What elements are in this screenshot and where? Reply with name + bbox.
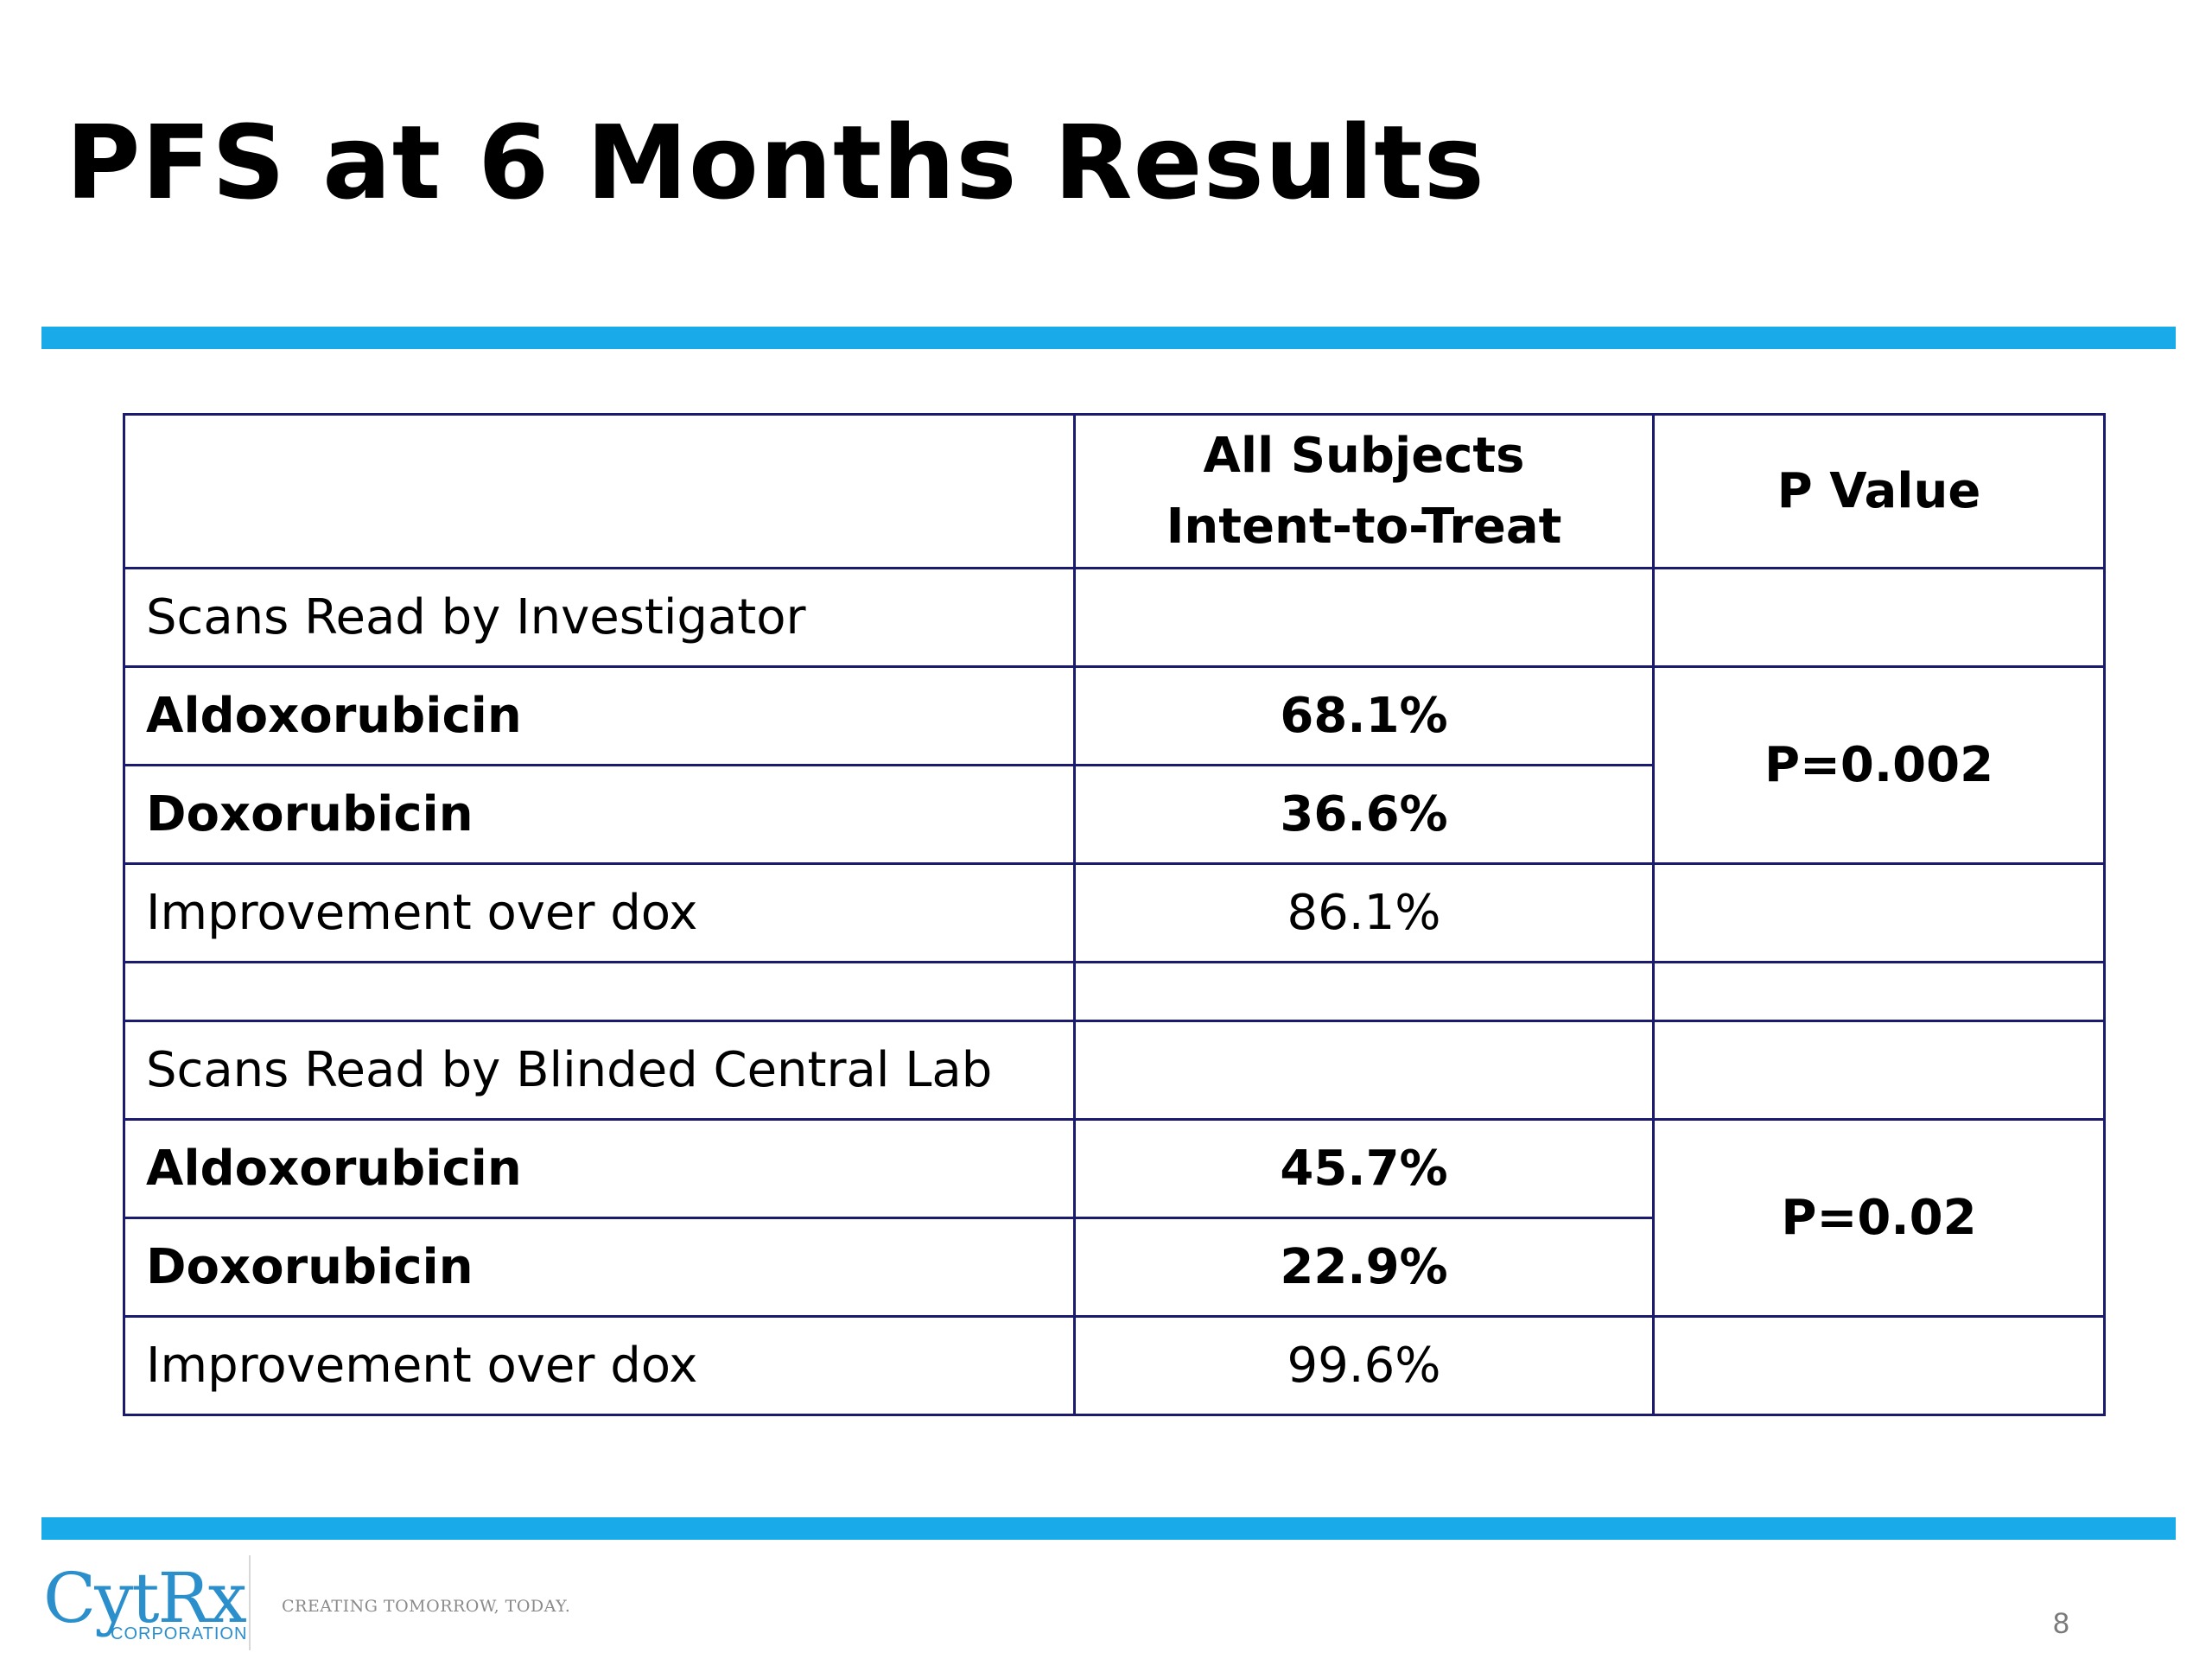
table-header-row: All Subjects Intent-to-Treat P Value bbox=[123, 413, 2106, 569]
empty-cell bbox=[1652, 862, 2106, 963]
empty-cell bbox=[1652, 1020, 2106, 1121]
slide-title: PFS at 6 Months Results bbox=[66, 103, 1485, 222]
p-value-central-lab: P=0.02 bbox=[1652, 1118, 2106, 1318]
results-table: All Subjects Intent-to-Treat P Value Scan… bbox=[123, 413, 2106, 1416]
table-row: Improvement over dox 99.6% bbox=[123, 1315, 2106, 1416]
header-empty-cell bbox=[123, 413, 1076, 569]
pfs-value: 36.6% bbox=[1073, 764, 1655, 865]
page-number: 8 bbox=[2053, 1607, 2069, 1640]
empty-cell bbox=[1652, 567, 2106, 668]
empty-cell bbox=[123, 961, 1076, 1022]
section-label-central-lab: Scans Read by Blinded Central Lab bbox=[123, 1020, 1076, 1121]
empty-cell bbox=[1073, 1020, 1655, 1121]
header-col2-line1: All Subjects bbox=[1203, 428, 1525, 485]
p-value-investigator: P=0.002 bbox=[1652, 665, 2106, 865]
footer-divider bbox=[249, 1555, 251, 1650]
empty-cell bbox=[1652, 1315, 2106, 1416]
top-accent-rule bbox=[41, 327, 2176, 349]
logo-subtext: CORPORATION bbox=[111, 1624, 248, 1643]
bottom-accent-rule bbox=[41, 1517, 2176, 1540]
drug-label: Aldoxorubicin bbox=[123, 665, 1076, 766]
header-p-value: P Value bbox=[1652, 413, 2106, 569]
spacer-row bbox=[123, 961, 2106, 1022]
header-col2-line2: Intent-to-Treat bbox=[1166, 498, 1562, 555]
table-row: Aldoxorubicin 68.1% P=0.002 bbox=[123, 665, 2106, 865]
table-row: Doxorubicin 36.6% bbox=[123, 764, 2105, 865]
drug-label: Doxorubicin bbox=[123, 764, 1076, 865]
header-all-subjects: All Subjects Intent-to-Treat bbox=[1073, 413, 1655, 569]
improvement-label: Improvement over dox bbox=[123, 1315, 1076, 1416]
footer-tagline: CREATING TOMORROW, TODAY. bbox=[282, 1597, 571, 1616]
table-row: Improvement over dox 86.1% bbox=[123, 862, 2106, 963]
empty-cell bbox=[1652, 961, 2106, 1022]
cytrx-logo: CytRx bbox=[43, 1558, 247, 1638]
drug-label: Aldoxorubicin bbox=[123, 1118, 1076, 1219]
table-row: Scans Read by Investigator bbox=[123, 567, 2106, 668]
table-row: Doxorubicin 22.9% bbox=[123, 1217, 2105, 1318]
empty-cell bbox=[1073, 567, 1655, 668]
section-label-investigator: Scans Read by Investigator bbox=[123, 567, 1076, 668]
improvement-value: 86.1% bbox=[1073, 862, 1655, 963]
table-row: Aldoxorubicin 45.7% P=0.02 bbox=[123, 1118, 2106, 1318]
pfs-value: 45.7% bbox=[1073, 1118, 1655, 1219]
table-row: Scans Read by Blinded Central Lab bbox=[123, 1020, 2106, 1121]
empty-cell bbox=[1073, 961, 1655, 1022]
improvement-value: 99.6% bbox=[1073, 1315, 1655, 1416]
drug-label: Doxorubicin bbox=[123, 1217, 1076, 1318]
pfs-value: 22.9% bbox=[1073, 1217, 1655, 1318]
improvement-label: Improvement over dox bbox=[123, 862, 1076, 963]
pfs-value: 68.1% bbox=[1073, 665, 1655, 766]
